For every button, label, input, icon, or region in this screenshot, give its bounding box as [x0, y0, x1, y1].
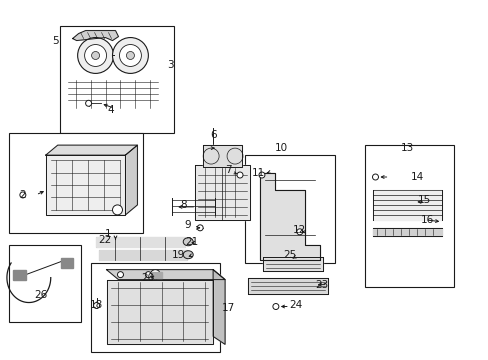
Text: 20: 20	[141, 273, 154, 283]
Text: 12: 12	[293, 225, 306, 235]
Circle shape	[296, 229, 302, 235]
Text: 10: 10	[275, 143, 288, 153]
Polygon shape	[61, 258, 73, 268]
Circle shape	[272, 303, 278, 310]
Polygon shape	[372, 190, 441, 220]
Polygon shape	[46, 155, 125, 215]
Polygon shape	[46, 145, 137, 155]
Text: 14: 14	[410, 172, 423, 182]
Circle shape	[259, 172, 264, 178]
Text: 11: 11	[251, 168, 264, 178]
Bar	[60, 26, 174, 133]
Polygon shape	[213, 270, 224, 345]
Text: 17: 17	[221, 302, 234, 312]
Circle shape	[78, 37, 113, 73]
Circle shape	[197, 225, 203, 231]
Text: 22: 22	[98, 235, 111, 245]
Circle shape	[85, 100, 91, 106]
Circle shape	[91, 51, 100, 59]
Text: 23: 23	[314, 280, 327, 289]
Text: 4: 4	[107, 105, 114, 115]
Polygon shape	[125, 145, 137, 215]
Polygon shape	[260, 173, 319, 260]
Polygon shape	[106, 280, 213, 345]
Polygon shape	[263, 257, 322, 271]
Text: 13: 13	[400, 143, 413, 153]
Bar	[9, 245, 81, 323]
Circle shape	[112, 205, 122, 215]
Circle shape	[84, 45, 106, 67]
Bar	[244, 155, 334, 263]
Circle shape	[150, 270, 160, 280]
Text: 1: 1	[105, 229, 112, 239]
Text: 7: 7	[224, 165, 231, 175]
Polygon shape	[372, 228, 441, 236]
Text: 5: 5	[52, 36, 59, 46]
Bar	[364, 145, 453, 287]
Text: 15: 15	[417, 195, 430, 205]
Text: 9: 9	[183, 220, 190, 230]
Circle shape	[20, 192, 26, 198]
Polygon shape	[99, 250, 187, 260]
Polygon shape	[106, 270, 224, 280]
Polygon shape	[13, 270, 26, 280]
Circle shape	[119, 45, 141, 67]
Text: 16: 16	[420, 215, 433, 225]
Text: 21: 21	[185, 237, 199, 247]
Text: 26: 26	[34, 289, 47, 300]
Text: 8: 8	[180, 200, 186, 210]
Ellipse shape	[183, 251, 193, 259]
Bar	[90, 263, 220, 352]
Bar	[9, 133, 143, 233]
Circle shape	[117, 272, 123, 278]
Polygon shape	[73, 31, 118, 41]
Circle shape	[126, 51, 134, 59]
Polygon shape	[195, 165, 249, 220]
Circle shape	[237, 172, 243, 178]
Ellipse shape	[183, 238, 193, 246]
Circle shape	[112, 37, 148, 73]
Circle shape	[372, 174, 378, 180]
Circle shape	[93, 302, 100, 309]
Text: 25: 25	[283, 250, 296, 260]
Text: 19: 19	[171, 250, 184, 260]
Text: 24: 24	[288, 300, 302, 310]
Text: 2: 2	[20, 190, 26, 200]
Polygon shape	[247, 278, 327, 293]
Text: 18: 18	[90, 300, 103, 310]
Text: 3: 3	[166, 60, 173, 71]
Polygon shape	[203, 145, 242, 167]
Circle shape	[145, 272, 151, 278]
Polygon shape	[95, 237, 185, 247]
Polygon shape	[152, 272, 162, 278]
Text: 6: 6	[209, 130, 216, 140]
